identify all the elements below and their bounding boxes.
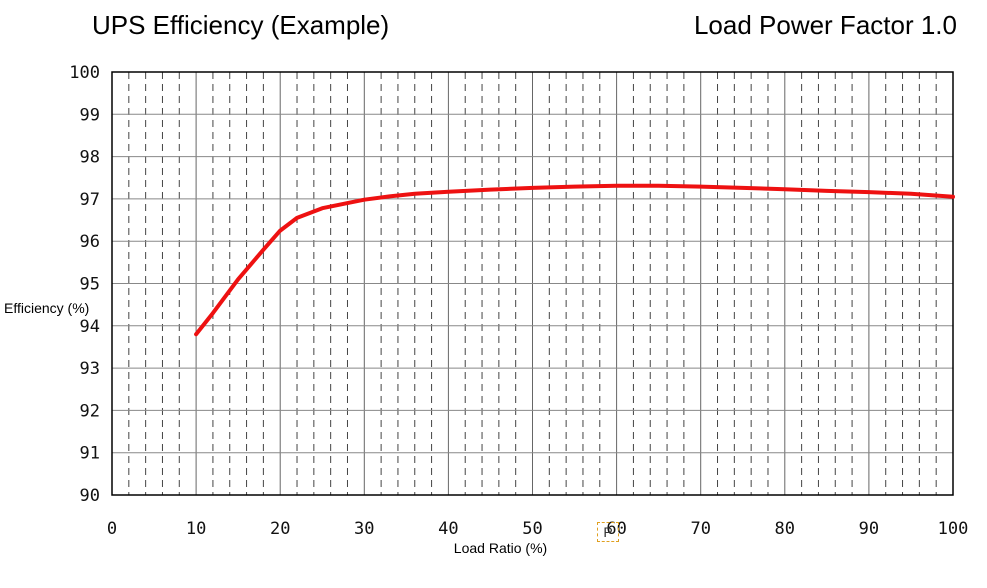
- chart-subtitle: Load Power Factor 1.0: [693, 10, 957, 40]
- chart-title: UPS Efficiency (Example): [92, 10, 390, 40]
- y-tick-label: 94: [80, 317, 100, 337]
- x-tick-labels: 0 10 20 30 40 50 60 70 80 90 100: [107, 519, 968, 539]
- x-tick-label: 60: [606, 519, 626, 539]
- x-tick-label: 10: [186, 519, 206, 539]
- y-tick-label: 95: [80, 275, 100, 295]
- y-tick-label: 93: [80, 359, 100, 379]
- y-tick-label: 98: [80, 148, 100, 168]
- y-tick-label: 99: [80, 105, 100, 125]
- y-tick-label: 97: [80, 190, 100, 210]
- y-tick-label: 90: [80, 486, 100, 506]
- x-tick-label: 20: [270, 519, 290, 539]
- y-tick-label: 92: [80, 401, 100, 421]
- x-tick-label: 70: [690, 519, 710, 539]
- marker-box: P: [597, 522, 619, 542]
- y-axis-label: Efficiency (%): [4, 300, 89, 316]
- x-tick-label: 40: [438, 519, 458, 539]
- efficiency-line: [194, 183, 955, 337]
- major-gridlines: [112, 72, 953, 495]
- x-axis-label: Load Ratio (%): [454, 540, 547, 556]
- x-tick-label: 80: [775, 519, 795, 539]
- x-tick-label: 30: [354, 519, 374, 539]
- y-tick-label: 100: [69, 63, 100, 83]
- x-tick-label: 90: [859, 519, 879, 539]
- plot-frame: [111, 71, 954, 496]
- x-tick-label: 100: [938, 519, 969, 539]
- x-tick-label: 50: [522, 519, 542, 539]
- y-tick-labels: 90 91 92 93 94 95 96 97 98 99 100: [69, 63, 100, 506]
- y-tick-label: 96: [80, 232, 100, 252]
- x-tick-label: 0: [107, 519, 117, 539]
- y-tick-label: 91: [80, 444, 100, 464]
- minor-gridlines: [128, 72, 937, 495]
